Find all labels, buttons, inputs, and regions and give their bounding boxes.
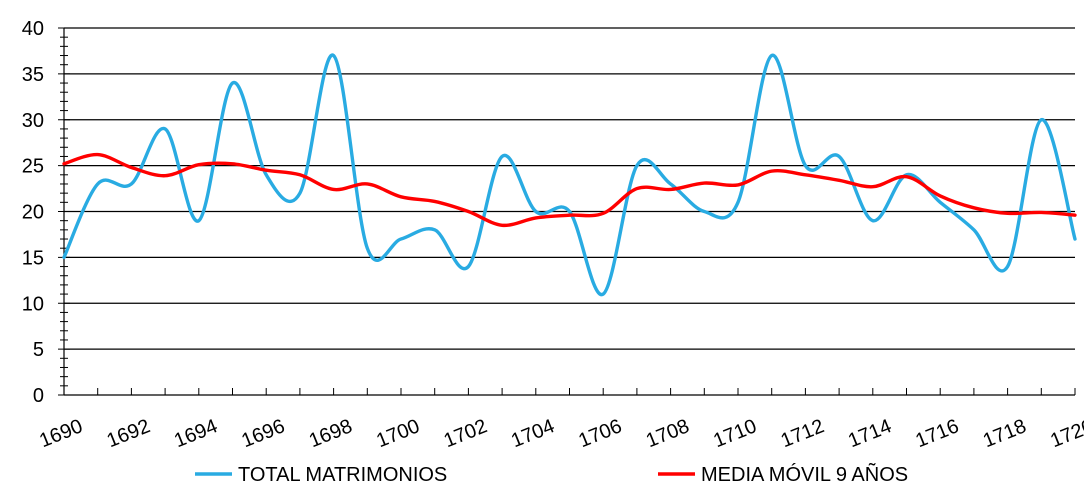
x-tick-label: 1690 [36,415,86,452]
x-tick-label: 1702 [441,415,491,452]
x-tick-label: 1716 [913,415,963,452]
data-point [399,195,402,198]
series-line [62,152,1077,228]
series-1 [62,152,1077,228]
x-tick-label: 1714 [845,415,895,452]
data-point [838,155,841,158]
y-axis: 0 5 10 15 20 25 30 35 40 [22,18,70,407]
data-point [635,164,638,167]
legend-label: MEDIA MÓVIL 9 AÑOS [701,462,908,486]
data-point [804,173,807,176]
data-point [703,181,706,184]
y-tick-label: 25 [22,156,44,178]
data-point [602,212,605,215]
y-tick-label: 40 [22,18,44,40]
x-axis: 1690 1692 1694 1696 1698 1700 1702 1704 1706 1708… [36,388,1084,452]
legend-label: TOTAL MATRIMONIOS [238,464,447,486]
data-point [1006,265,1009,268]
x-tick-label: 1712 [778,415,828,452]
data-point [433,200,436,203]
x-tick-label: 1720 [1047,415,1084,452]
data-point [939,194,942,197]
data-point [770,170,773,173]
data-point [1073,237,1076,240]
data-point [265,169,268,172]
data-point [905,175,908,178]
data-point [804,164,807,167]
data-point [298,192,301,195]
data-point [838,179,841,182]
data-point [1073,214,1076,217]
x-tick-label: 1694 [171,415,221,452]
data-point [568,214,571,217]
data-point [231,162,234,165]
series-line [62,53,1077,296]
x-tick-label: 1708 [643,415,693,452]
data-point [534,210,537,213]
data-point [164,127,167,130]
data-point [736,201,739,204]
data-point [332,188,335,191]
data-point [871,219,874,222]
y-tick-label: 10 [22,293,44,315]
x-tick-label: 1710 [710,415,760,452]
data-point [669,188,672,191]
data-point [602,292,605,295]
data-point [130,166,133,169]
data-point [972,228,975,231]
legend: TOTAL MATRIMONIOS MEDIA MÓVIL 9 AÑOS [195,462,908,486]
data-point [635,187,638,190]
x-tick-label: 1718 [980,415,1030,452]
x-tick-label: 1704 [508,415,558,452]
data-point [332,54,335,57]
y-tick-label: 20 [22,202,44,224]
data-point [433,228,436,231]
data-point [130,182,133,185]
data-point [501,155,504,158]
data-point [1040,211,1043,214]
data-point [96,182,99,185]
data-point [1040,118,1043,121]
x-tick-label: 1696 [239,415,289,452]
data-point [939,201,942,204]
x-tick-label: 1700 [373,415,423,452]
data-point [501,224,504,227]
y-tick-label: 15 [22,247,44,269]
gridlines [64,27,1075,350]
y-tick-label: 5 [33,339,44,361]
data-point [366,247,369,250]
data-point [770,54,773,57]
data-point [871,185,874,188]
data-point [197,219,200,222]
data-point [231,81,234,84]
y-tick-label: 35 [22,64,44,86]
data-point [164,174,167,177]
data-point [568,210,571,213]
data-point [62,162,65,165]
data-point [197,163,200,166]
data-point [399,237,402,240]
data-point [298,173,301,176]
data-point [736,183,739,186]
plot-area [62,53,1077,296]
x-tick-label: 1692 [104,415,154,452]
data-point [467,210,470,213]
data-point [534,216,537,219]
data-point [62,256,65,259]
data-point [96,153,99,156]
data-point [703,210,706,213]
series-0 [62,53,1077,296]
data-point [366,182,369,185]
data-point [669,182,672,185]
data-point [467,265,470,268]
data-point [265,173,268,176]
data-point [972,206,975,209]
y-tick-label: 30 [22,110,44,132]
y-tick-label: 0 [33,385,44,407]
data-point [1006,212,1009,215]
x-tick-label: 1706 [576,415,626,452]
x-tick-label: 1698 [306,415,356,452]
